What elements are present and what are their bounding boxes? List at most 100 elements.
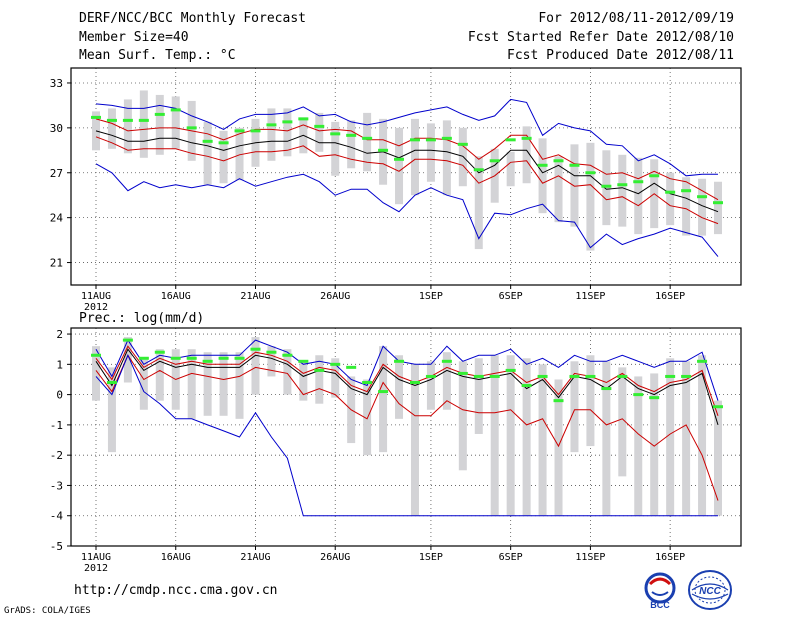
prec-marker xyxy=(505,368,516,372)
temp-ytick-label: 30 xyxy=(50,122,63,135)
temp-range-bar xyxy=(426,123,435,182)
temp-marker xyxy=(713,201,723,205)
temp-marker xyxy=(186,126,197,130)
prec-ytick-label: 0 xyxy=(56,389,63,402)
prec-range-bar xyxy=(490,355,499,516)
prec-range-bar xyxy=(395,355,404,419)
prec-year-label: 2012 xyxy=(84,563,108,574)
prec-frame xyxy=(70,327,742,547)
grads-credit: GrADS: COLA/IGES xyxy=(4,606,91,616)
prec-ytick-label: -5 xyxy=(50,540,63,553)
temp-range-bar xyxy=(171,96,180,149)
prec-marker xyxy=(218,356,229,360)
refer-date: Fcst Started Refer Date 2012/08/10 xyxy=(467,30,734,45)
prec-range-bar xyxy=(458,361,467,471)
temp-marker xyxy=(553,159,564,163)
prec-xtick-label: 6SEP xyxy=(499,552,523,563)
temp-plot-area xyxy=(71,68,741,285)
prec-marker xyxy=(362,381,373,384)
prec-range-bar xyxy=(123,337,132,383)
temp-panel: 21 24 27 30 33 11AUG 16AUG 21AUG 26AUG 1SEP 6SEP 11… xyxy=(50,67,742,313)
prec-range-bar xyxy=(267,346,276,377)
prec-range-bar xyxy=(363,379,372,456)
temp-range-bar xyxy=(538,138,547,214)
prec-xtick-label: 16AUG xyxy=(161,552,191,563)
temp-range-bar xyxy=(347,120,356,169)
temp-marker xyxy=(346,133,357,137)
prec-ytick-label: 2 xyxy=(56,328,63,341)
temp-series-upper-line xyxy=(95,118,719,201)
prec-series-lower-line xyxy=(95,354,719,501)
temp-range-bar xyxy=(554,156,563,223)
temp-xtick-label: 11AUG xyxy=(81,291,111,302)
prec-range-bar xyxy=(331,358,340,398)
temp-marker xyxy=(409,138,420,142)
prec-range-bar xyxy=(506,355,515,516)
prec-range-bar xyxy=(554,379,563,516)
temp-xtick-label: 11SEP xyxy=(575,291,605,302)
temp-range-bar xyxy=(698,178,707,236)
temp-xtick-label: 26AUG xyxy=(320,291,350,302)
member-size-label: Member Size=40 xyxy=(79,30,189,45)
temp-marker xyxy=(282,120,293,124)
temp-range-bar xyxy=(155,94,164,155)
prec-ytick-label: -1 xyxy=(50,419,63,432)
temp-range-bar xyxy=(506,151,515,187)
prec-xtick-label: 26AUG xyxy=(320,552,350,563)
prec-marker xyxy=(649,396,660,400)
prec-range-bar xyxy=(219,352,228,416)
prec-ytick-label: -2 xyxy=(50,449,63,462)
prec-xtick-label: 11SEP xyxy=(575,552,605,563)
prec-marker xyxy=(665,374,676,378)
prec-range-bar xyxy=(714,400,722,516)
prec-range-bar xyxy=(522,358,531,516)
temp-marker xyxy=(665,190,676,194)
temp-marker xyxy=(473,168,484,172)
prec-marker xyxy=(425,374,436,378)
prec-range-bar xyxy=(426,361,435,410)
prec-plot-area xyxy=(71,328,741,546)
prec-range-bar xyxy=(682,361,691,516)
temp-marker xyxy=(250,129,261,133)
temp-marker xyxy=(218,141,229,145)
temp-marker xyxy=(441,136,452,140)
temp-xtick-label: 21AUG xyxy=(240,291,270,302)
temp-range-bar xyxy=(666,172,675,226)
prec-marker xyxy=(330,362,341,366)
temp-range-bar xyxy=(634,157,643,235)
temp-range-bar xyxy=(107,108,116,149)
temp-frame xyxy=(70,67,742,286)
temp-range-bar xyxy=(139,90,148,158)
temp-marker xyxy=(330,132,341,136)
temp-ytick-label: 21 xyxy=(50,257,63,270)
temp-marker xyxy=(457,142,468,146)
prec-marker xyxy=(314,368,325,372)
temp-marker xyxy=(489,159,500,163)
temp-marker xyxy=(521,136,532,140)
prec-range-bar xyxy=(299,361,308,401)
prec-range-bar xyxy=(650,373,659,516)
forecast-period: For 2012/08/11-2012/09/19 xyxy=(538,11,734,26)
prec-range-bar xyxy=(379,346,388,453)
prec-marker xyxy=(234,356,245,360)
prec-range-bar xyxy=(698,355,707,516)
prec-marker xyxy=(521,384,532,388)
prec-marker xyxy=(106,381,117,384)
temp-range-bar xyxy=(331,121,340,176)
temp-series-mean-line xyxy=(95,130,719,213)
prec-range-bar xyxy=(618,367,627,477)
prec-marker xyxy=(633,393,644,397)
temp-marker xyxy=(362,136,373,140)
prec-marker xyxy=(298,359,309,363)
temp-range-bar xyxy=(442,120,451,196)
prec-marker xyxy=(617,374,628,378)
temp-range-bar xyxy=(522,126,531,184)
temp-marker xyxy=(314,124,325,128)
prec-marker xyxy=(409,381,420,384)
temp-marker xyxy=(170,108,181,112)
prec-range-bar xyxy=(315,355,324,404)
temp-marker xyxy=(266,123,277,127)
prec-ytick-label: -3 xyxy=(50,479,63,492)
prec-xtick-label: 21AUG xyxy=(240,552,270,563)
